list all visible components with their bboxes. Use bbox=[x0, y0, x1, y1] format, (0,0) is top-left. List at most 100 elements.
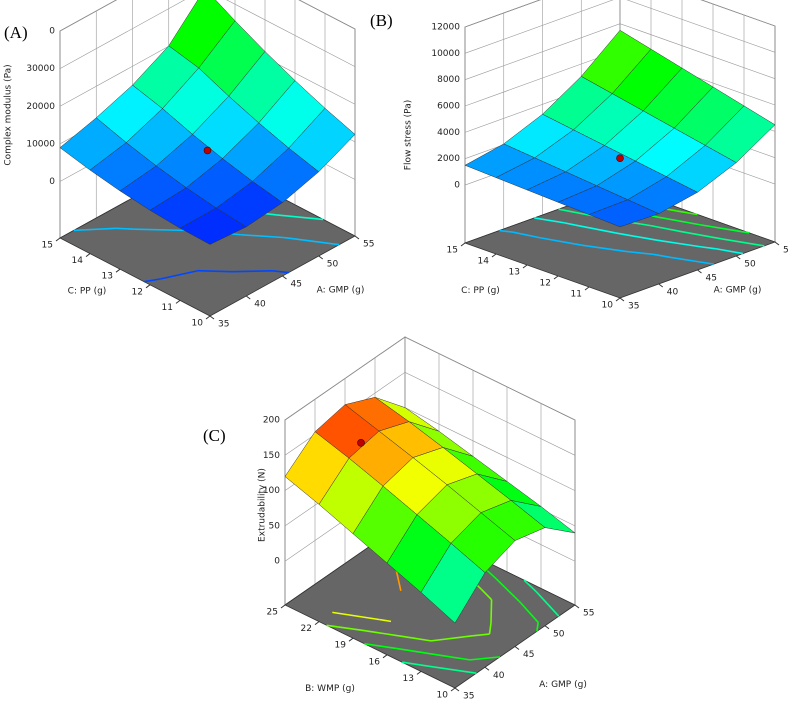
surface-chart: 0 2000 4000 6000 8000 10000 12000 35 40 45 50 55 10 1… bbox=[370, 0, 789, 312]
surface-chart: 0 10000 20000 30000 0 35 40 45 50 55 10 11 12 13 14 15 A… bbox=[4, 0, 374, 330]
contour-line bbox=[364, 642, 397, 650]
tick-mark bbox=[205, 315, 211, 320]
tick-mark bbox=[491, 253, 497, 258]
tick-mark bbox=[774, 241, 780, 246]
contour-line bbox=[443, 655, 471, 661]
tick-mark bbox=[85, 253, 91, 258]
contour-line bbox=[741, 230, 750, 234]
z-tick-label: 10000 bbox=[431, 49, 460, 59]
contour-line bbox=[363, 629, 412, 639]
z-tick-label: 100 bbox=[263, 486, 280, 496]
tick-mark bbox=[382, 654, 388, 659]
y-tick-label: 10 bbox=[437, 691, 449, 701]
tick-mark bbox=[354, 235, 360, 240]
contour-line bbox=[283, 236, 293, 240]
contour-line bbox=[73, 227, 117, 232]
contour-line bbox=[395, 568, 402, 591]
z-tick-label: 2000 bbox=[437, 154, 460, 164]
contour-line bbox=[581, 244, 627, 253]
z-tick-label: 0 bbox=[274, 557, 280, 567]
x-axis-title: A: GMP (g) bbox=[539, 680, 587, 690]
contour-line bbox=[575, 224, 616, 234]
z-tick-label: 0 bbox=[49, 177, 55, 187]
tick-mark bbox=[348, 637, 354, 642]
contour-line bbox=[680, 230, 723, 240]
x-tick-label: 55 bbox=[363, 240, 374, 250]
y-tick-label: 12 bbox=[540, 279, 551, 289]
tick-mark bbox=[209, 315, 215, 320]
tick-mark bbox=[245, 295, 251, 300]
tick-mark bbox=[314, 621, 320, 625]
y-tick-label: 19 bbox=[335, 641, 347, 651]
contour-line bbox=[472, 633, 490, 637]
contour-line bbox=[715, 247, 744, 255]
tick-mark bbox=[584, 286, 590, 291]
grid-line bbox=[59, 0, 356, 32]
y-tick-label: 13 bbox=[509, 268, 520, 278]
contour-line bbox=[276, 214, 324, 221]
x-axis-title: A: GMP (g) bbox=[317, 286, 365, 296]
contour-line bbox=[116, 227, 135, 230]
contour-line bbox=[379, 618, 392, 623]
contour-line bbox=[332, 611, 380, 621]
z-tick-label: 200 bbox=[263, 416, 280, 426]
tick-mark bbox=[514, 646, 520, 650]
surface-chart: 0 50 100 150 200 35 40 45 50 55 10 13 16 19 22 25 A: GMP… bbox=[203, 336, 594, 702]
grid-line bbox=[284, 336, 576, 421]
contour-line bbox=[480, 588, 493, 601]
contour-line bbox=[540, 237, 582, 247]
contour-line bbox=[615, 232, 658, 241]
x-tick-label: 35 bbox=[628, 302, 639, 312]
y-tick-label: 16 bbox=[369, 657, 381, 667]
contour-line bbox=[670, 256, 714, 265]
x-axis-title: A: GMP (g) bbox=[714, 286, 762, 296]
contour-line bbox=[134, 228, 191, 232]
z-tick-label: 20000 bbox=[26, 102, 55, 112]
y-tick-label: 14 bbox=[478, 257, 490, 267]
y-tick-label: 12 bbox=[132, 287, 143, 297]
tick-mark bbox=[280, 604, 286, 609]
contour-line bbox=[519, 602, 539, 623]
tick-mark bbox=[553, 275, 559, 280]
panel-label: (C) bbox=[203, 426, 226, 445]
x-tick-label: 40 bbox=[493, 671, 505, 681]
tick-mark bbox=[145, 284, 151, 289]
x-tick-label: 35 bbox=[463, 692, 474, 702]
contour-line bbox=[523, 579, 537, 593]
tick-mark bbox=[484, 666, 490, 671]
tick-mark bbox=[175, 299, 181, 304]
x-tick-label: 40 bbox=[667, 288, 679, 298]
tick-mark bbox=[282, 275, 287, 280]
contour-line bbox=[564, 222, 576, 226]
contour-line bbox=[160, 269, 198, 280]
design-point bbox=[203, 146, 212, 155]
tick-mark bbox=[460, 242, 466, 247]
contour-line bbox=[396, 647, 444, 657]
y-tick-label: 11 bbox=[571, 290, 582, 300]
z-tick-label: 0 bbox=[454, 181, 460, 191]
contour-line bbox=[490, 599, 493, 624]
contour-line bbox=[640, 223, 651, 227]
contour-line bbox=[411, 636, 432, 642]
contour-line bbox=[700, 245, 716, 250]
tick-mark bbox=[619, 297, 625, 302]
y-tick-label: 13 bbox=[403, 674, 414, 684]
z-axis-title: Extrudability (N) bbox=[258, 468, 268, 542]
tick-mark bbox=[416, 671, 422, 675]
tick-mark bbox=[522, 264, 528, 269]
tick-mark bbox=[735, 255, 741, 260]
y-tick-label: 10 bbox=[192, 319, 204, 329]
contour-line bbox=[658, 216, 700, 226]
x-tick-label: 45 bbox=[291, 280, 302, 290]
x-tick-label: 45 bbox=[523, 650, 534, 660]
z-axis-title: Complex modulus (Pa) bbox=[4, 64, 14, 165]
x-tick-label: 35 bbox=[218, 320, 229, 330]
y-tick-label: 25 bbox=[267, 608, 278, 618]
tick-mark bbox=[544, 625, 550, 630]
z-tick-label: 8000 bbox=[437, 75, 460, 85]
contour-line bbox=[488, 622, 492, 635]
grid-line bbox=[464, 23, 776, 80]
contour-line bbox=[428, 665, 477, 674]
z-tick-label: 30000 bbox=[26, 64, 55, 74]
